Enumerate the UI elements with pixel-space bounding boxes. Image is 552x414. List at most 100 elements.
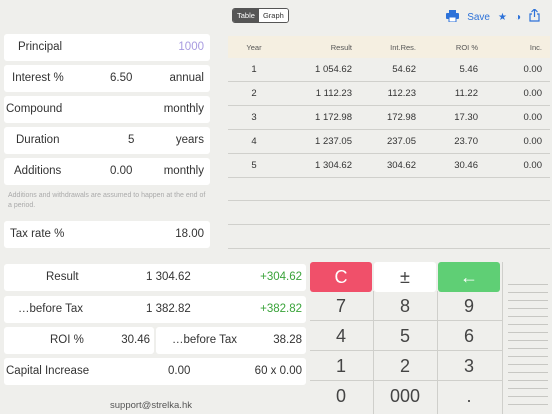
keypad-grid-line — [310, 320, 502, 321]
tape-line — [508, 300, 548, 301]
toolbar-actions: Save ★ ◑ — [446, 8, 540, 25]
roi-before-tax-row: …before Tax 38.28 — [156, 327, 306, 354]
cell-inc: 0.00 — [523, 136, 543, 147]
cell-int-res: 54.62 — [392, 64, 416, 75]
before-tax-row: …before Tax 1 382.82 +382.82 — [4, 296, 306, 323]
interest-period[interactable]: annual — [169, 72, 204, 84]
cell-inc: 0.00 — [523, 160, 543, 171]
cell-result: 1 112.23 — [315, 88, 352, 99]
share-icon[interactable] — [529, 8, 540, 25]
result-row: Result 1 304.62 +304.62 — [4, 264, 306, 291]
tape-line — [508, 404, 548, 405]
additions-value[interactable]: 0.00 — [110, 165, 133, 177]
roi-row: ROI % 30.46 — [4, 327, 154, 354]
key-5[interactable]: 5 — [399, 325, 410, 346]
key-2[interactable]: 2 — [399, 355, 410, 376]
table-row: 2 1 112.23 112.23 11.22 0.00 — [228, 82, 550, 106]
compound-label: Compound — [6, 103, 63, 115]
tape-line — [508, 380, 548, 381]
result-value: 1 304.62 — [146, 271, 191, 283]
table-row: 1 1 054.62 54.62 5.46 0.00 — [228, 58, 550, 82]
cell-roi: 30.46 — [454, 160, 478, 171]
keypad-grid-line — [437, 291, 438, 414]
header-year: Year — [246, 42, 262, 52]
header-roi: ROI % — [455, 42, 478, 52]
tape-line — [508, 332, 548, 333]
additions-field[interactable]: Additions 0.00 monthly — [4, 158, 210, 185]
clear-key[interactable]: C — [310, 262, 372, 292]
key-9[interactable]: 9 — [463, 295, 474, 316]
tape-line — [508, 308, 548, 309]
before-tax-value: 1 382.82 — [146, 303, 191, 315]
capital-increase-mult: 60 x 0.00 — [254, 365, 302, 377]
keypad-grid-line — [502, 262, 503, 414]
backspace-key[interactable]: ← — [438, 262, 500, 292]
contrast-icon[interactable]: ◑ — [514, 11, 521, 23]
support-email[interactable]: support@strelka.hk — [110, 400, 192, 411]
cell-result: 1 172.98 — [315, 112, 352, 123]
key-6[interactable]: 6 — [463, 325, 474, 346]
cell-inc: 0.00 — [523, 64, 543, 75]
additions-note: Additions and withdrawals are assumed to… — [8, 192, 206, 209]
cell-result: 1 304.62 — [315, 160, 352, 171]
header-result: Result — [330, 42, 352, 52]
cell-int-res: 304.62 — [386, 160, 416, 171]
additions-period[interactable]: monthly — [163, 165, 204, 177]
key-1[interactable]: 1 — [335, 355, 346, 376]
key-0[interactable]: 0 — [335, 385, 346, 406]
sign-key[interactable]: ± — [374, 262, 436, 292]
key-8[interactable]: 8 — [399, 295, 410, 316]
header-inc: Inc. — [529, 42, 542, 52]
interest-field[interactable]: Interest % 6.50 annual — [4, 65, 210, 92]
keypad-grid-line — [373, 291, 374, 414]
principal-label: Principal — [18, 41, 63, 53]
key-7[interactable]: 7 — [335, 295, 346, 316]
cell-result: 1 054.62 — [315, 64, 352, 75]
tape-line — [508, 372, 548, 373]
star-icon[interactable]: ★ — [497, 11, 507, 23]
tab-graph[interactable]: Graph — [258, 9, 288, 22]
tape-line — [508, 364, 548, 365]
tab-table[interactable]: Table — [233, 9, 259, 22]
roi-before-tax-label: …before Tax — [172, 334, 237, 346]
view-toggle[interactable]: Table Graph — [232, 8, 289, 23]
compound-value[interactable]: monthly — [163, 103, 204, 115]
key-4[interactable]: 4 — [335, 325, 346, 346]
tape-line — [508, 316, 548, 317]
tape-line — [508, 348, 548, 349]
duration-unit[interactable]: years — [175, 134, 204, 146]
table-divider — [228, 248, 550, 249]
compound-field[interactable]: Compound monthly — [4, 96, 210, 123]
table-row: 5 1 304.62 304.62 30.46 0.00 — [228, 154, 550, 178]
cell-year: 1 — [251, 64, 257, 75]
result-gain: +304.62 — [260, 271, 302, 283]
cell-int-res: 237.05 — [386, 136, 416, 147]
capital-increase-row: Capital Increase 0.00 60 x 0.00 — [4, 358, 306, 385]
table-row: 3 1 172.98 172.98 17.30 0.00 — [228, 106, 550, 130]
tax-rate-field[interactable]: Tax rate % 18.00 — [4, 221, 210, 248]
capital-increase-value: 0.00 — [168, 365, 191, 377]
header-int-res: Int.Res. — [390, 42, 416, 52]
keypad-grid-line — [310, 350, 502, 351]
key-3[interactable]: 3 — [463, 355, 474, 376]
cell-roi: 17.30 — [454, 112, 478, 123]
principal-field[interactable]: Principal 1000 — [4, 34, 210, 61]
cell-year: 4 — [251, 136, 257, 147]
save-button[interactable]: Save — [467, 11, 490, 23]
print-icon[interactable] — [446, 9, 460, 25]
interest-value[interactable]: 6.50 — [110, 72, 133, 84]
duration-value[interactable]: 5 — [128, 134, 135, 146]
duration-label: Duration — [16, 134, 60, 146]
principal-value[interactable]: 1000 — [178, 41, 204, 53]
duration-field[interactable]: Duration 5 years — [4, 127, 210, 154]
key-dot[interactable]: . — [466, 385, 472, 406]
key-000[interactable]: 000 — [389, 385, 421, 406]
additions-label: Additions — [14, 165, 62, 177]
tax-rate-label: Tax rate % — [10, 228, 65, 240]
tax-rate-value[interactable]: 18.00 — [175, 228, 204, 240]
cell-year: 2 — [251, 88, 257, 99]
roi-label: ROI % — [50, 334, 84, 346]
keypad-grid-line — [310, 380, 502, 381]
roi-before-tax-value: 38.28 — [273, 334, 302, 346]
capital-increase-label: Capital Increase — [6, 365, 90, 377]
